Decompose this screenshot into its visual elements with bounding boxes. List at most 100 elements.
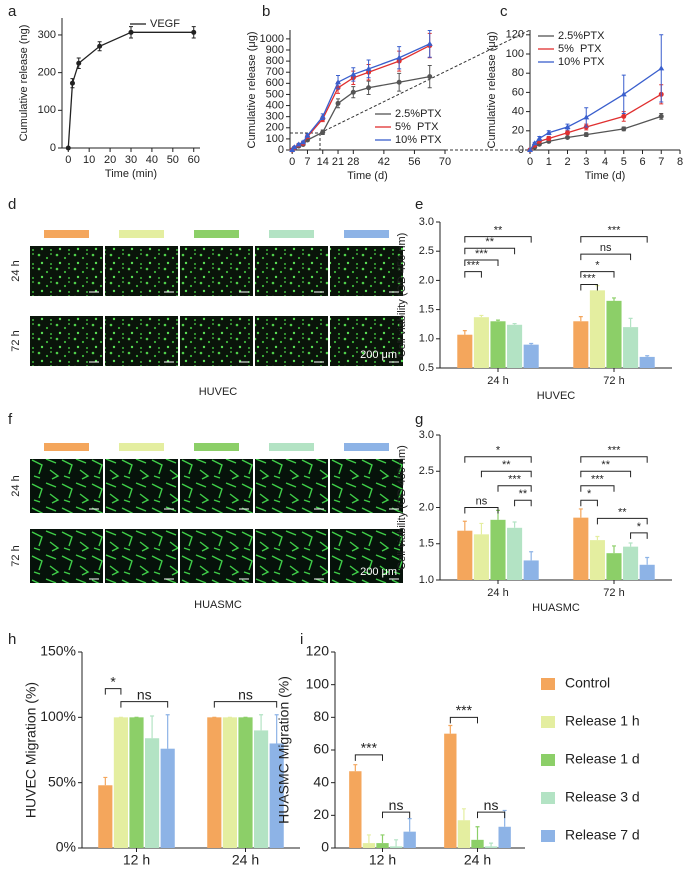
- significance-label: ***: [467, 260, 481, 272]
- panel-letter: b: [262, 3, 270, 20]
- significance-label: ***: [583, 272, 597, 284]
- significance-bracket: [580, 456, 648, 463]
- significance-bracket: [104, 688, 122, 695]
- marker: [620, 91, 627, 97]
- x-tick-label: 3: [583, 156, 589, 168]
- group-color-bar: [119, 443, 164, 451]
- micrograph: [105, 529, 178, 583]
- x-tick-label: 12 h: [123, 852, 150, 868]
- marker: [295, 141, 302, 147]
- micrograph: [180, 246, 253, 296]
- error-bar: [578, 316, 583, 322]
- micrograph: [180, 316, 253, 366]
- significance-label: ***: [591, 474, 605, 486]
- error-bar: [353, 764, 358, 772]
- significance-label: *: [587, 488, 592, 500]
- y-tick-label: 2.0: [419, 274, 434, 286]
- y-tick-label: 0.5: [419, 362, 434, 374]
- y-tick-label: 3.0: [419, 429, 434, 441]
- x-tick-label: 24 h: [487, 375, 508, 387]
- micrograph: [30, 316, 103, 366]
- x-tick-label: 0: [527, 156, 533, 168]
- marker: [320, 129, 326, 135]
- bar: [269, 743, 284, 848]
- significance-bracket: [464, 259, 499, 266]
- significance-label: ns: [600, 242, 612, 254]
- marker: [396, 79, 402, 85]
- significance-bracket: [580, 485, 615, 492]
- legend-swatch: [541, 830, 555, 842]
- significance-label: *: [496, 445, 501, 457]
- group-color-bar: [194, 443, 239, 451]
- bar: [238, 717, 253, 848]
- legend-label: Release 7 d: [565, 827, 640, 843]
- y-tick-label: 0: [518, 144, 524, 156]
- group-color-bar: [119, 230, 164, 238]
- x-tick-label: 42: [378, 156, 390, 168]
- cell-label: HUASMC: [194, 599, 242, 611]
- legend-label: Release 1 d: [565, 751, 640, 767]
- marker: [97, 43, 103, 49]
- significance-label: ns: [476, 495, 488, 507]
- x-tick-label: 7: [304, 156, 310, 168]
- error-bar: [496, 319, 500, 322]
- significance-label: ***: [361, 740, 378, 756]
- significance-bracket: [464, 456, 532, 463]
- marker: [536, 135, 543, 141]
- y-tick-label: 1.0: [419, 574, 434, 586]
- significance-bracket: [580, 470, 632, 478]
- marker: [531, 140, 538, 146]
- error-bar: [512, 323, 517, 325]
- x-axis-label: Time (d): [347, 170, 388, 182]
- micrograph: [330, 459, 403, 513]
- y-tick-label: 120: [506, 29, 524, 41]
- error-bar: [612, 297, 616, 301]
- bar: [573, 517, 589, 580]
- bar: [403, 831, 416, 848]
- legend-label: 2.5%PTX: [395, 108, 442, 120]
- bar: [573, 321, 589, 368]
- panel-letter: c: [500, 3, 508, 20]
- significance-label: ***: [608, 225, 622, 237]
- micrograph: [180, 529, 253, 583]
- significance-label: ***: [475, 248, 489, 260]
- error-bar: [645, 556, 650, 565]
- significance-bracket: [596, 517, 648, 525]
- x-tick-label: 60: [188, 154, 200, 166]
- bar: [606, 553, 622, 580]
- error-bar: [529, 551, 534, 561]
- y-tick-label: 100: [506, 48, 524, 60]
- y-tick-label: 100: [266, 133, 284, 145]
- x-tick-label: 30: [125, 154, 137, 166]
- error-bar: [512, 521, 517, 528]
- error-bar: [479, 314, 484, 318]
- group-color-bar: [194, 230, 239, 238]
- legend-label: 5% PTX: [395, 121, 439, 133]
- marker: [76, 60, 82, 66]
- row-label: 72 h: [10, 330, 22, 351]
- significance-label: *: [110, 673, 116, 689]
- significance-bracket: [497, 485, 532, 492]
- panel-letter: e: [415, 196, 423, 213]
- significance-label: **: [494, 225, 503, 237]
- error-bar: [462, 330, 467, 335]
- micrograph: [105, 316, 178, 366]
- significance-label: **: [519, 488, 528, 500]
- y-tick-label: 400: [266, 99, 284, 111]
- significance-label: ***: [608, 445, 622, 457]
- group-color-bar: [269, 230, 314, 238]
- y-tick-label: 20: [313, 806, 329, 822]
- significance-bracket: [630, 532, 648, 539]
- x-axis-label: HUVEC: [537, 390, 576, 402]
- y-tick-label: 100%: [40, 708, 76, 724]
- marker: [65, 145, 71, 151]
- bar: [160, 748, 175, 848]
- y-tick-label: 0: [278, 144, 284, 156]
- error-bar: [366, 834, 371, 844]
- y-tick-label: 0: [50, 142, 56, 154]
- significance-bracket: [480, 470, 532, 478]
- significance-bracket: [120, 701, 169, 708]
- legend-swatch: [541, 792, 555, 804]
- x-tick-label: 72 h: [603, 375, 624, 387]
- y-tick-label: 0%: [56, 839, 76, 855]
